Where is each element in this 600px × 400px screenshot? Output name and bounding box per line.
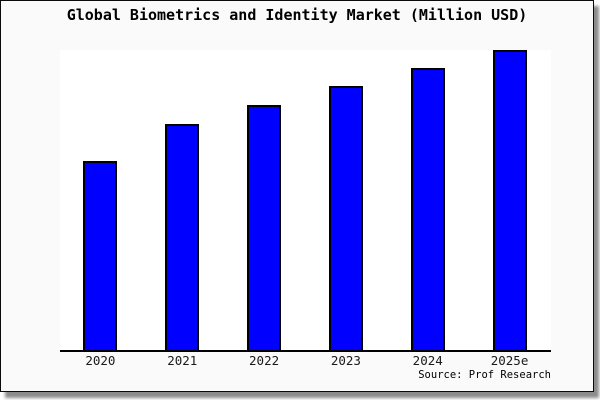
x-tick-label: 2020 bbox=[85, 353, 116, 368]
chart-frame: Global Biometrics and Identity Market (M… bbox=[0, 0, 594, 392]
source-credit: Source: Prof Research bbox=[418, 369, 551, 381]
bar-2023 bbox=[328, 86, 363, 350]
bar-slot bbox=[469, 49, 551, 350]
x-tick-label: 2023 bbox=[330, 353, 361, 368]
plot-area bbox=[59, 49, 551, 352]
bar-2020 bbox=[83, 161, 118, 350]
bar-2021 bbox=[165, 124, 200, 350]
chart-title: Global Biometrics and Identity Market (M… bbox=[66, 6, 528, 24]
x-tick-label: 2024 bbox=[412, 353, 443, 368]
bar-2022 bbox=[247, 105, 282, 350]
bar-slot bbox=[141, 50, 223, 350]
bar-slot bbox=[60, 50, 142, 350]
bar-slot bbox=[305, 50, 387, 350]
bar-slot bbox=[387, 50, 469, 350]
x-axis-labels: 2020 2021 2022 2023 2024 2025e bbox=[60, 353, 551, 368]
bars-container bbox=[60, 49, 551, 350]
x-tick-label: 2022 bbox=[249, 353, 280, 368]
x-tick-label: 2025e bbox=[490, 353, 529, 368]
bar-2025e bbox=[492, 49, 527, 350]
bar-slot bbox=[223, 50, 305, 350]
bar-2024 bbox=[410, 68, 445, 350]
x-tick-label: 2021 bbox=[167, 353, 198, 368]
